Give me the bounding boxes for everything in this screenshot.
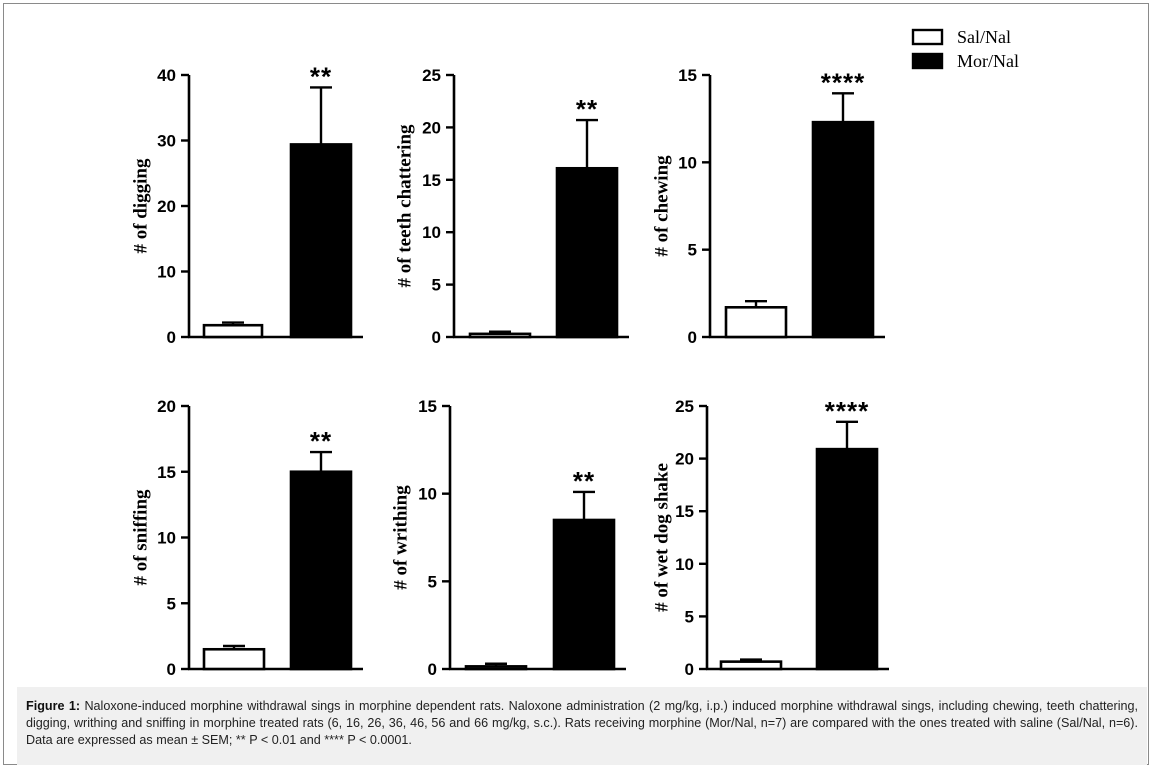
y-tick-label: 0 — [432, 328, 441, 347]
y-tick-label: 25 — [422, 66, 441, 85]
figure-caption: Figure 1: Naloxone-induced morphine with… — [26, 698, 1138, 749]
y-tick-label: 0 — [167, 328, 176, 347]
significance-label: ** — [310, 61, 332, 91]
chart-panel: 0 5 10 15 20 25 # of wet dog shake **** — [651, 396, 889, 679]
significance-label: ** — [573, 466, 595, 496]
y-tick-label: 15 — [157, 463, 176, 482]
legend-swatch-sal-nal — [911, 28, 944, 46]
bar-sal-nal — [202, 647, 266, 671]
caption-box: Figure 1: Naloxone-induced morphine with… — [17, 687, 1147, 765]
y-axis-label: # of teeth chattering — [394, 124, 415, 288]
legend-swatch-mor-nal — [911, 52, 944, 70]
y-tick-label: 5 — [688, 241, 697, 260]
y-tick-label: 25 — [675, 397, 694, 416]
y-tick-label: 5 — [432, 276, 441, 295]
chart-panel: 0 10 20 30 40 # of digging ** — [130, 61, 363, 347]
y-tick-label: 5 — [428, 572, 437, 591]
significance-label: ** — [310, 426, 332, 456]
y-tick-label: 5 — [167, 594, 176, 613]
bar-mor-nal — [289, 143, 353, 339]
bar-mor-nal — [555, 166, 619, 339]
bar-mor-nal — [552, 518, 616, 671]
bar-mor-nal — [811, 120, 875, 339]
y-axis-label: # of digging — [130, 158, 151, 254]
bar-sal-nal — [719, 660, 783, 671]
y-tick-label: 20 — [422, 118, 441, 137]
y-tick-label: 0 — [167, 660, 176, 679]
y-tick-label: 30 — [157, 132, 176, 151]
y-tick-label: 15 — [422, 171, 441, 190]
y-tick-label: 15 — [418, 397, 437, 416]
y-tick-label: 10 — [418, 485, 437, 504]
y-axis-label: # of wet dog shake — [651, 463, 672, 612]
significance-label: **** — [821, 67, 865, 97]
y-tick-label: 40 — [157, 66, 176, 85]
y-axis-label: # of writhing — [390, 485, 411, 590]
chart-panel: 0 5 10 15 # of writhing ** — [390, 397, 626, 679]
y-tick-label: 20 — [675, 450, 694, 469]
y-tick-label: 15 — [678, 66, 697, 85]
bar-mor-nal — [289, 470, 353, 671]
y-tick-label: 0 — [688, 328, 697, 347]
y-tick-label: 0 — [428, 660, 437, 679]
significance-label: **** — [825, 396, 869, 426]
y-tick-label: 10 — [422, 223, 441, 242]
y-tick-label: 20 — [157, 397, 176, 416]
bar-sal-nal — [202, 323, 264, 339]
figure-panels: 0 10 20 30 40 # of digging ** 0 5 10 15 20 25 # of te… — [130, 27, 1019, 679]
y-tick-label: 10 — [157, 529, 176, 548]
y-tick-label: 0 — [685, 660, 694, 679]
y-axis-label: # of chewing — [651, 155, 672, 257]
legend: Sal/Nal Mor/Nal — [911, 27, 1019, 71]
y-tick-label: 15 — [675, 502, 694, 521]
y-tick-label: 5 — [685, 607, 694, 626]
chart-panel: 0 5 10 15 20 # of sniffing ** — [130, 397, 363, 679]
y-tick-label: 10 — [675, 555, 694, 574]
bar-sal-nal — [464, 665, 528, 671]
bar-sal-nal — [468, 332, 532, 339]
y-axis-label: # of sniffing — [130, 489, 151, 586]
caption-text: Naloxone-induced morphine withdrawal sin… — [26, 699, 1138, 747]
bar-sal-nal — [724, 306, 788, 339]
caption-label: Figure 1: — [26, 699, 81, 713]
legend-label: Mor/Nal — [957, 51, 1019, 71]
chart-panel: 0 5 10 15 20 25 # of teeth chattering ** — [394, 66, 629, 347]
y-tick-label: 20 — [157, 197, 176, 216]
y-tick-label: 10 — [157, 263, 176, 282]
bar-mor-nal — [815, 447, 879, 671]
chart-panel: 0 5 10 15 # of chewing **** — [651, 66, 885, 347]
significance-label: ** — [576, 94, 598, 124]
legend-label: Sal/Nal — [957, 27, 1011, 47]
y-tick-label: 10 — [678, 153, 697, 172]
